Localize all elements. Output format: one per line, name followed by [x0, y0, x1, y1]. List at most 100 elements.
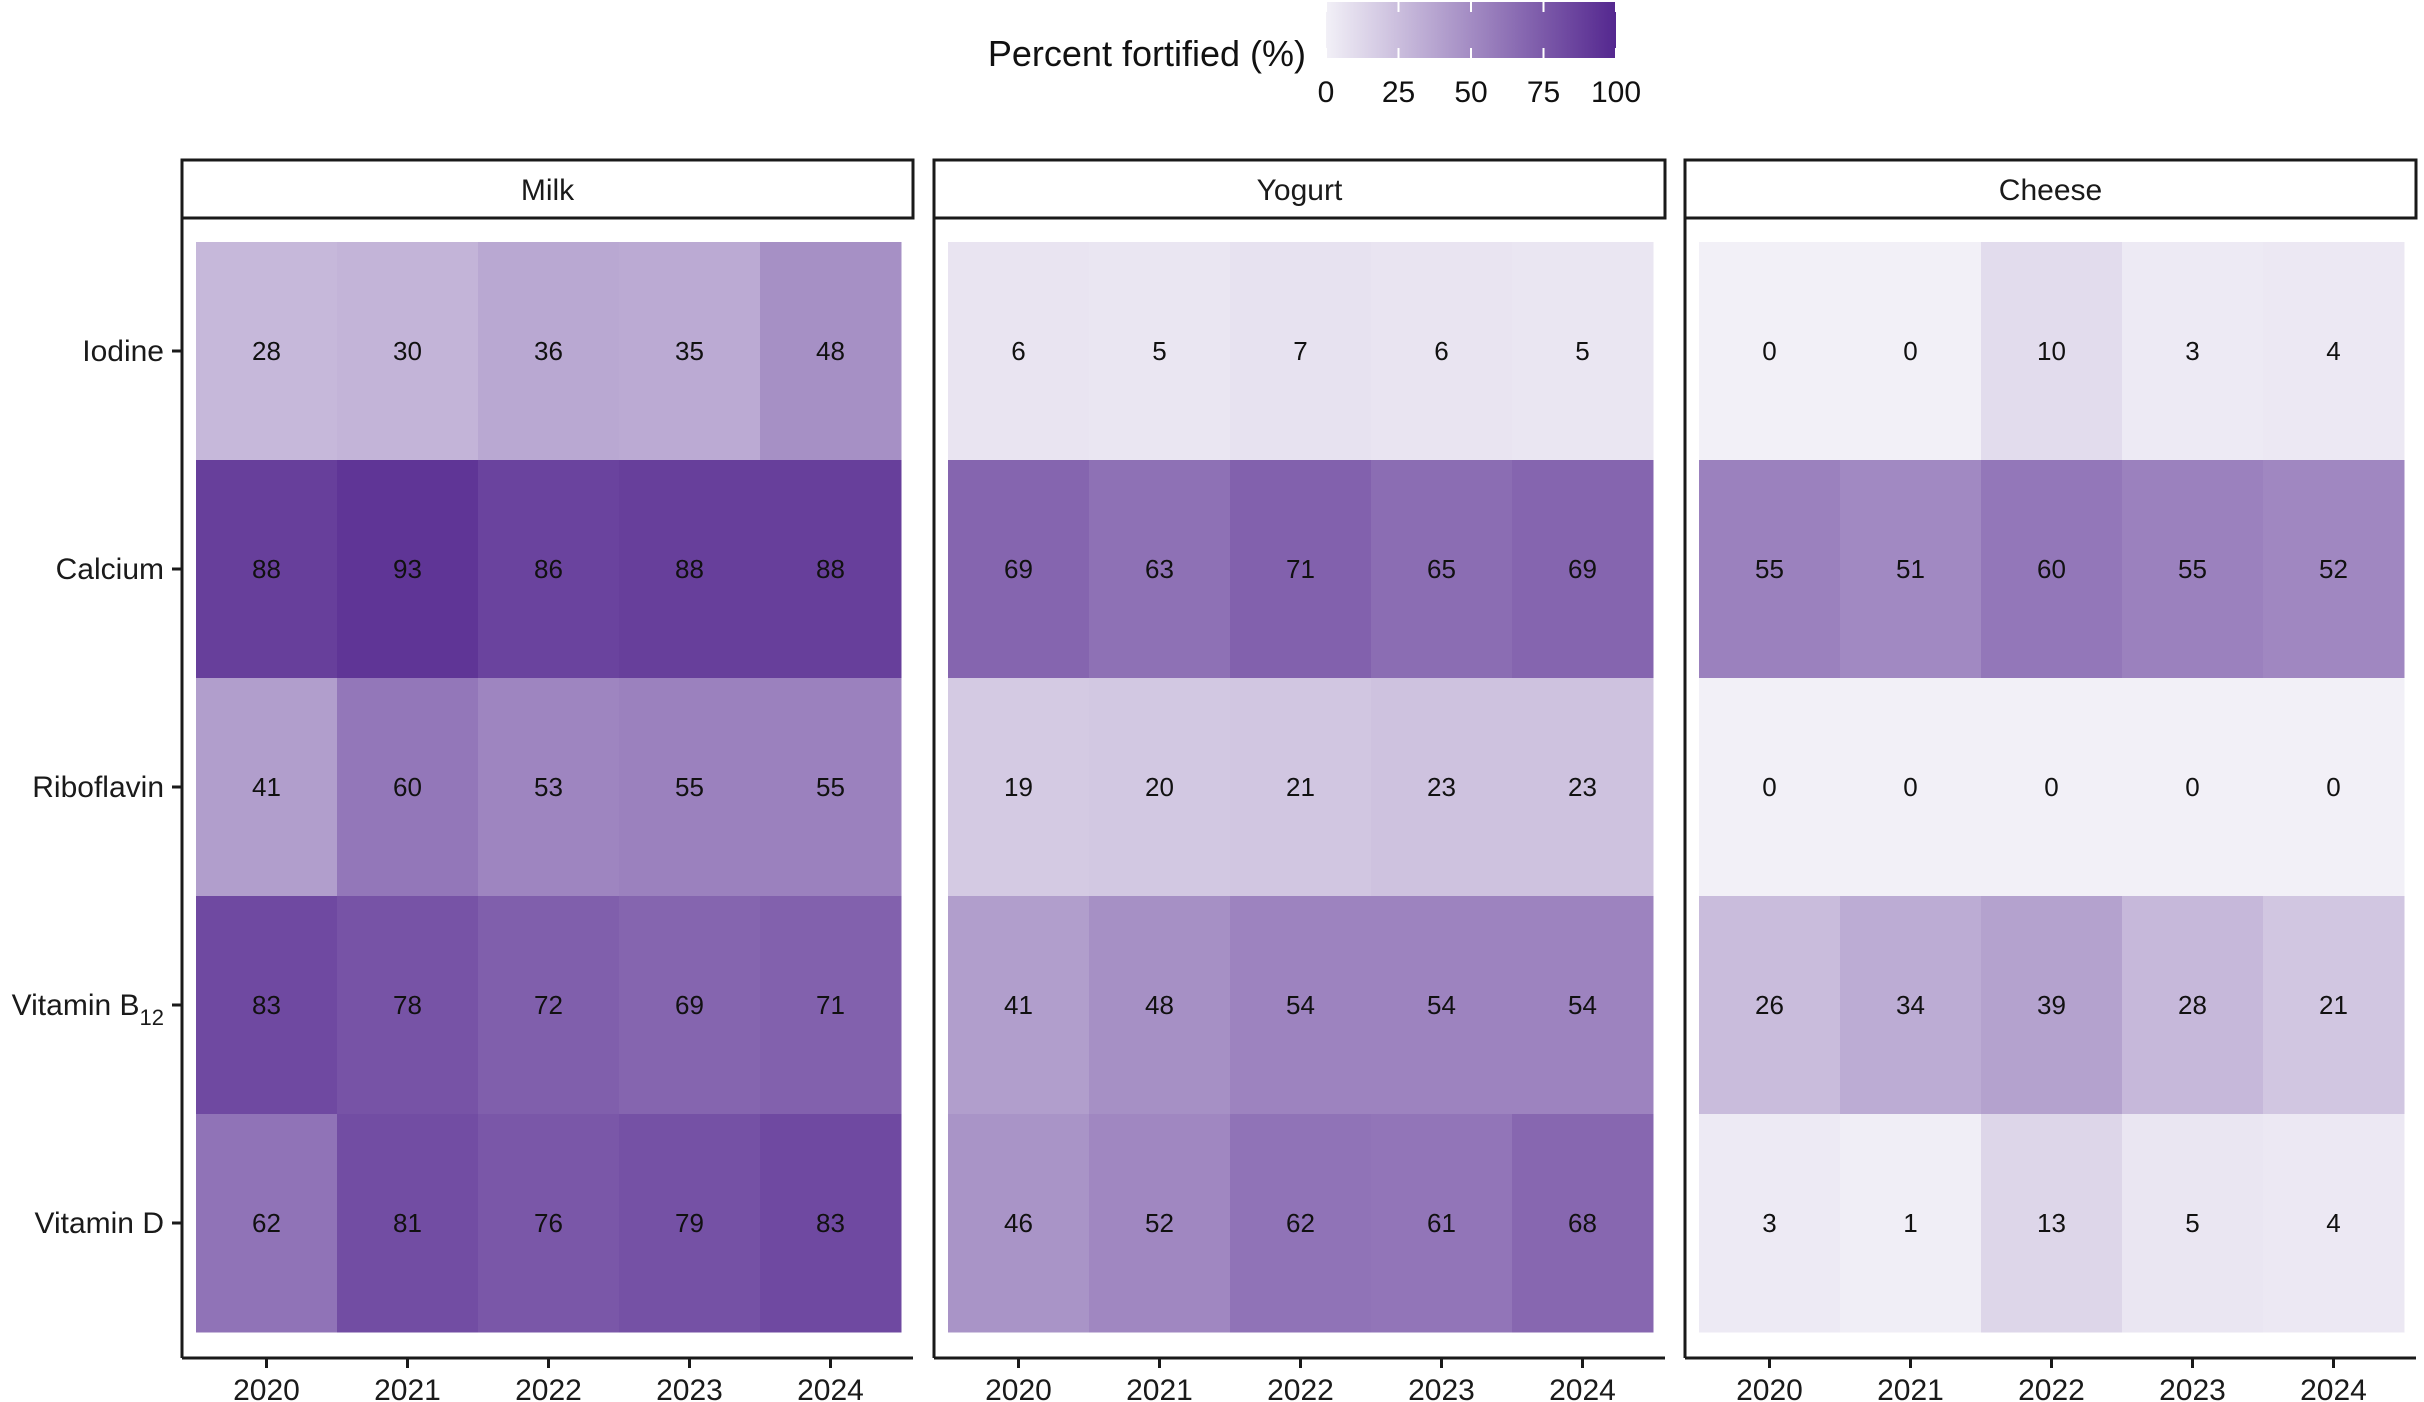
heatmap-cell — [1981, 242, 2123, 461]
heatmap-cell — [1512, 896, 1654, 1115]
heatmap-cell — [478, 460, 620, 679]
cell-value-label: 88 — [816, 554, 845, 584]
heatmap-cell — [2263, 678, 2405, 897]
legend-tick-label: 50 — [1454, 76, 1487, 109]
cell-value-label: 81 — [393, 1208, 422, 1238]
cell-value-label: 48 — [816, 336, 845, 366]
heatmap-cell — [948, 678, 1090, 897]
cell-value-label: 36 — [534, 336, 563, 366]
heatmap-cell — [1512, 1114, 1654, 1333]
heatmap-cell — [948, 242, 1090, 461]
heatmap-cell — [1089, 1114, 1231, 1333]
cell-value-label: 60 — [393, 772, 422, 802]
heatmap-cell — [1089, 896, 1231, 1115]
cell-value-label: 13 — [2037, 1208, 2066, 1238]
panel-milk: Milk 28 30 36 35 48 88 93 86 88 88 41 60 53 55 55 83 78 72… — [180, 158, 915, 1402]
cell-value-label: 19 — [1004, 772, 1033, 802]
cell-value-label: 10 — [2037, 336, 2066, 366]
heatmap-cell — [1371, 896, 1513, 1115]
cell-value-label: 61 — [1427, 1208, 1456, 1238]
heatmap-cell — [760, 1114, 902, 1333]
cell-value-label: 46 — [1004, 1208, 1033, 1238]
cell-value-label: 69 — [1004, 554, 1033, 584]
row-label: Calcium — [56, 553, 164, 586]
heatmap-cell — [948, 896, 1090, 1115]
cell-value-label: 54 — [1286, 990, 1315, 1020]
heatmap-cell — [2122, 1114, 2264, 1333]
heatmap-cell — [1512, 460, 1654, 679]
cell-value-label: 83 — [252, 990, 281, 1020]
cell-value-label: 3 — [2185, 336, 2199, 366]
heatmap-cell — [196, 242, 338, 461]
cell-value-label: 76 — [534, 1208, 563, 1238]
row-label: Vitamin D — [35, 1207, 165, 1240]
cell-value-label: 21 — [2319, 990, 2348, 1020]
heatmap-cell — [1840, 1114, 1982, 1333]
x-tick-label: 2022 — [515, 1374, 582, 1402]
legend-tick-label: 25 — [1382, 76, 1415, 109]
cell-value-label: 62 — [252, 1208, 281, 1238]
facet-label: Yogurt — [1257, 174, 1343, 207]
heatmap-cell — [2122, 460, 2264, 679]
cell-value-label: 6 — [1011, 336, 1025, 366]
cell-value-label: 88 — [675, 554, 704, 584]
cell-value-label: 69 — [1568, 554, 1597, 584]
cell-value-label: 55 — [1755, 554, 1784, 584]
heatmap-cell — [619, 242, 761, 461]
heatmap-cell — [1699, 242, 1841, 461]
heatmap-cell — [337, 896, 479, 1115]
cell-value-label: 63 — [1145, 554, 1174, 584]
cell-value-label: 23 — [1427, 772, 1456, 802]
heatmap-cell — [1512, 678, 1654, 897]
cell-value-label: 71 — [1286, 554, 1315, 584]
cell-value-label: 51 — [1896, 554, 1925, 584]
cell-value-label: 5 — [1152, 336, 1166, 366]
heatmap-cell — [196, 896, 338, 1115]
heatmap-cell — [1371, 1114, 1513, 1333]
heatmap-cell — [1230, 896, 1372, 1115]
heatmap-cell — [1981, 896, 2123, 1115]
cell-value-label: 5 — [2185, 1208, 2199, 1238]
row-label: Vitamin B12 — [12, 989, 164, 1030]
heatmap-cell — [337, 1114, 479, 1333]
cell-value-label: 6 — [1434, 336, 1448, 366]
row-label: Iodine — [82, 335, 164, 368]
cell-value-label: 88 — [252, 554, 281, 584]
cell-value-label: 0 — [2326, 772, 2340, 802]
heatmap-cell — [1230, 1114, 1372, 1333]
heatmap-cell — [1981, 678, 2123, 897]
x-tick-label: 2024 — [797, 1374, 864, 1402]
heatmap-cell — [1230, 460, 1372, 679]
heatmap-cell — [196, 678, 338, 897]
heatmap-cell — [760, 242, 902, 461]
row-labels: Iodine Calcium Riboflavin Vitamin B12 Vitami… — [12, 335, 182, 1240]
heatmap-cell — [2263, 1114, 2405, 1333]
x-tick-label: 2020 — [1736, 1374, 1803, 1402]
facet-label: Cheese — [1999, 174, 2102, 207]
heatmap-cell — [1089, 678, 1231, 897]
x-tick-label: 2024 — [2300, 1374, 2367, 1402]
row-label: Riboflavin — [32, 771, 164, 804]
cell-value-label: 20 — [1145, 772, 1174, 802]
legend-tick-label: 100 — [1591, 76, 1641, 109]
heatmap-cell — [1371, 242, 1513, 461]
x-tick-label: 2024 — [1549, 1374, 1616, 1402]
heatmap-cell — [2263, 460, 2405, 679]
heatmap-cell — [760, 678, 902, 897]
cell-value-label: 0 — [1903, 336, 1917, 366]
cell-value-label: 30 — [393, 336, 422, 366]
heatmap-cell — [478, 1114, 620, 1333]
cell-value-label: 93 — [393, 554, 422, 584]
cell-value-label: 5 — [1575, 336, 1589, 366]
legend-ticks: 0 25 50 75 100 — [1318, 2, 1641, 109]
cell-value-label: 21 — [1286, 772, 1315, 802]
cell-value-label: 48 — [1145, 990, 1174, 1020]
heatmap-cell — [1981, 460, 2123, 679]
cell-value-label: 35 — [675, 336, 704, 366]
heatmap-cell — [619, 896, 761, 1115]
cell-value-label: 86 — [534, 554, 563, 584]
cell-value-label: 7 — [1293, 336, 1307, 366]
cell-value-label: 54 — [1568, 990, 1597, 1020]
